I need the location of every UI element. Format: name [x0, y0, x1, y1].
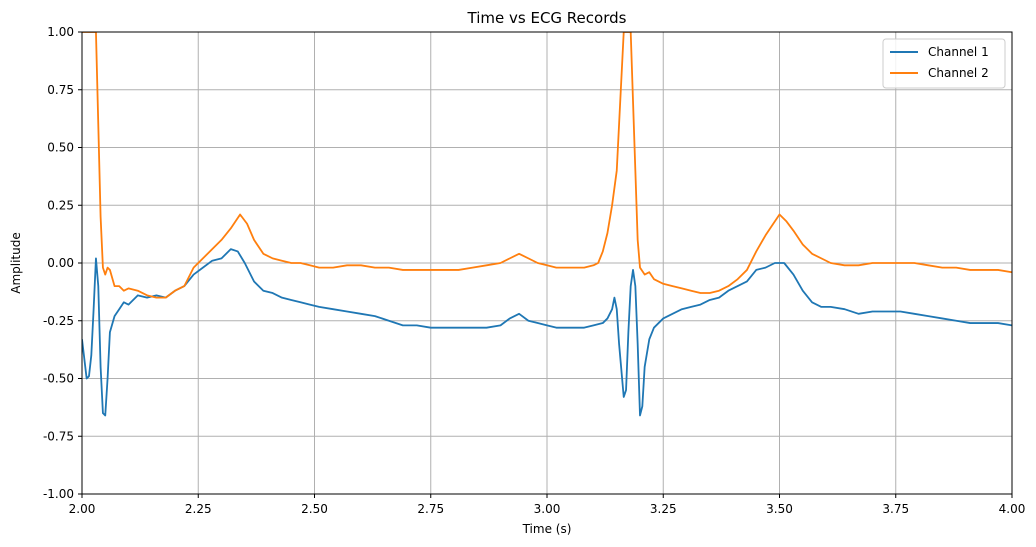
y-tick-label: 0.75 [47, 83, 74, 97]
x-tick-label: 2.50 [301, 502, 328, 516]
x-tick-label: 4.00 [999, 502, 1026, 516]
series-line-channel-1 [82, 248, 1012, 417]
legend-label-channel-2: Channel 2 [928, 66, 989, 80]
chart-title: Time vs ECG Records [467, 9, 627, 27]
y-tick-label: 0.25 [47, 198, 74, 212]
x-tick-label: 3.00 [534, 502, 561, 516]
legend: Channel 1 Channel 2 [882, 38, 1006, 89]
x-tick-label: 2.25 [185, 502, 212, 516]
y-tick-label: 1.00 [47, 25, 74, 39]
y-tick-label: -0.75 [43, 429, 74, 443]
x-tick-label: 2.75 [417, 502, 444, 516]
y-axis-ticks: -1.00 -0.75 -0.50 -0.25 0.00 0.25 0.50 0.75 1.00 [43, 25, 82, 501]
x-tick-label: 3.25 [650, 502, 677, 516]
x-tick-label: 3.50 [766, 502, 793, 516]
series-line-channel-2 [82, 32, 1012, 299]
x-tick-label: 2.00 [69, 502, 96, 516]
y-tick-label: -1.00 [43, 487, 74, 501]
series-layer [82, 32, 1012, 417]
y-axis-label: Amplitude [9, 232, 23, 294]
x-axis-ticks: 2.00 2.25 2.50 2.75 3.00 3.25 3.50 3.75 4.00 [69, 494, 1026, 516]
y-tick-label: 0.50 [47, 141, 74, 155]
x-axis-label: Time (s) [522, 522, 572, 536]
x-tick-label: 3.75 [882, 502, 909, 516]
y-tick-label: 0.00 [47, 256, 74, 270]
y-tick-label: -0.25 [43, 314, 74, 328]
y-tick-label: -0.50 [43, 372, 74, 386]
legend-label-channel-1: Channel 1 [928, 45, 989, 59]
